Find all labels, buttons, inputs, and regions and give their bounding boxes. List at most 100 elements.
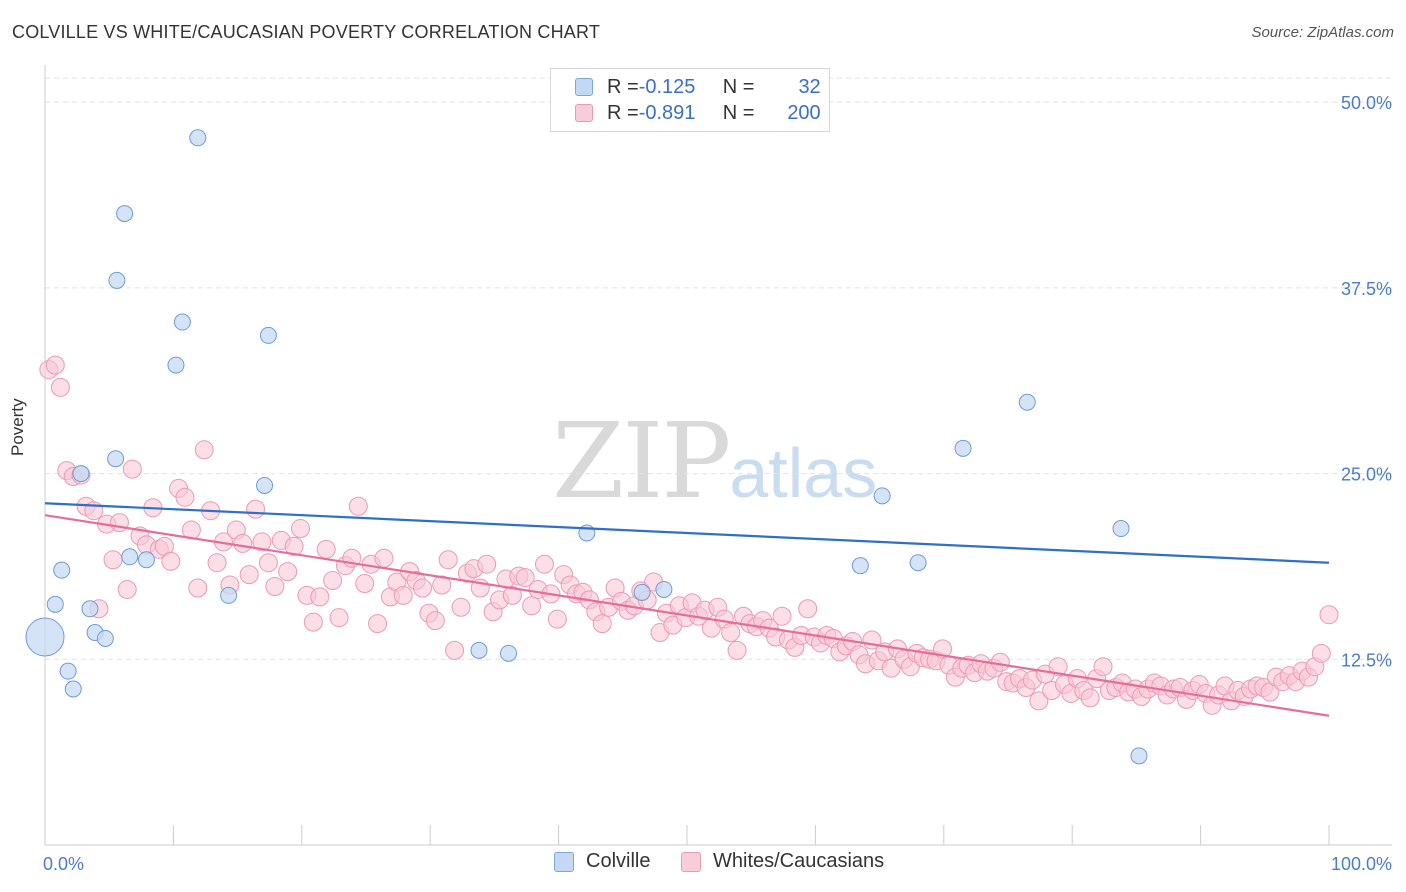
- colville-point: [1112, 520, 1130, 538]
- whites-point: [502, 585, 522, 605]
- whites-point: [291, 519, 311, 539]
- colville-point: [108, 271, 126, 289]
- whites-point: [522, 596, 542, 616]
- whites-point: [990, 652, 1010, 672]
- bottom-legend-label: Whites/Caucasians: [713, 850, 885, 872]
- whites-point: [252, 532, 272, 552]
- whites-point: [425, 611, 445, 631]
- whites-point: [161, 551, 181, 571]
- colville-point: [137, 551, 155, 569]
- whites-point: [933, 639, 953, 659]
- legend-r-value: -0.891: [638, 101, 696, 124]
- whites-point: [438, 550, 458, 570]
- whites-point: [265, 576, 285, 596]
- y-tick-label: 50.0%: [1341, 93, 1392, 113]
- legend-swatch-blue: [575, 78, 593, 96]
- colville-point: [121, 548, 139, 566]
- colville-point: [81, 600, 99, 618]
- whites-point: [445, 640, 465, 660]
- whites-point: [451, 597, 471, 617]
- colville-point: [633, 583, 651, 601]
- whites-point: [258, 553, 278, 573]
- whites-point: [1080, 688, 1100, 708]
- whites-point: [515, 568, 535, 588]
- whites-point: [303, 612, 323, 632]
- colville-point: [1130, 747, 1148, 765]
- whites-point: [547, 609, 567, 629]
- legend-swatch-pink: [575, 104, 593, 122]
- whites-point: [316, 539, 336, 559]
- bottom-legend-swatch-blue: [554, 851, 574, 872]
- colville-point: [116, 205, 134, 223]
- colville-point: [173, 313, 191, 331]
- whites-point: [45, 355, 65, 375]
- y-tick-label: 25.0%: [1341, 465, 1392, 485]
- whites-point: [175, 487, 195, 507]
- colville-point: [189, 129, 207, 147]
- legend-r-label: R =: [607, 75, 639, 98]
- whites-point: [1311, 643, 1331, 663]
- colville-trend-line: [44, 502, 1330, 564]
- whites-point: [477, 554, 497, 574]
- whites-point: [432, 575, 452, 595]
- colville-point: [259, 326, 277, 344]
- whites-point: [772, 606, 792, 626]
- whites-point: [412, 578, 432, 598]
- whites-point: [727, 640, 747, 660]
- whites-point: [188, 578, 208, 598]
- colville-point: [53, 561, 71, 579]
- legend-row-colville: R = -0.125 N = 32: [575, 75, 821, 99]
- colville-point: [909, 554, 927, 572]
- colville-point: [72, 465, 90, 483]
- whites-point: [534, 554, 554, 574]
- whites-point: [207, 553, 227, 573]
- legend-n-value: 32: [798, 75, 821, 98]
- whites-point: [246, 499, 266, 519]
- colville-point: [46, 595, 64, 613]
- correlation-legend: R = -0.125 N = 32 R = -0.891 N = 200: [550, 68, 830, 132]
- watermark: ZIPatlas: [552, 400, 877, 522]
- bottom-legend-label: Colville: [586, 850, 651, 872]
- whites-point: [1029, 691, 1049, 711]
- bottom-legend-colville: Colville: [554, 850, 650, 873]
- x-tick-label: 100.0%: [1331, 854, 1392, 874]
- whites-point: [122, 459, 142, 479]
- whites-point: [374, 548, 394, 568]
- chart-title: COLVILLE VS WHITE/CAUCASIAN POVERTY CORR…: [12, 22, 601, 42]
- whites-point: [284, 536, 304, 556]
- whites-trend-line: [44, 514, 1330, 717]
- colville-point: [167, 356, 185, 374]
- colville-point: [107, 450, 125, 468]
- whites-point: [1093, 657, 1113, 677]
- bottom-legend-swatch-pink: [681, 851, 701, 872]
- whites-point: [348, 496, 368, 516]
- whites-point: [323, 571, 343, 591]
- colville-point: [256, 476, 274, 494]
- whites-point: [1319, 605, 1339, 625]
- colville-point: [220, 586, 238, 604]
- legend-r-value: -0.125: [638, 75, 696, 98]
- legend-n-value: 200: [787, 101, 821, 124]
- colville-point: [873, 487, 891, 505]
- y-axis-label: Poverty: [8, 398, 27, 456]
- whites-point: [368, 614, 388, 634]
- y-tick-label: 12.5%: [1341, 650, 1392, 670]
- watermark-atlas: atlas: [729, 434, 878, 512]
- colville-point: [470, 641, 488, 659]
- whites-point: [393, 585, 413, 605]
- colville-point: [851, 557, 869, 575]
- legend-n-label: N =: [722, 101, 755, 124]
- colville-point: [655, 580, 673, 598]
- whites-point: [233, 533, 253, 553]
- colville-point: [96, 629, 114, 647]
- whites-point: [50, 377, 70, 397]
- whites-point: [721, 623, 741, 643]
- legend-row-whites: R = -0.891 N = 200: [575, 101, 821, 125]
- source-label: Source: ZipAtlas.com: [1251, 24, 1394, 41]
- colville-point: [954, 439, 972, 457]
- whites-point: [310, 587, 330, 607]
- whites-point: [278, 562, 298, 582]
- colville-point: [59, 662, 77, 680]
- colville-point: [500, 644, 518, 662]
